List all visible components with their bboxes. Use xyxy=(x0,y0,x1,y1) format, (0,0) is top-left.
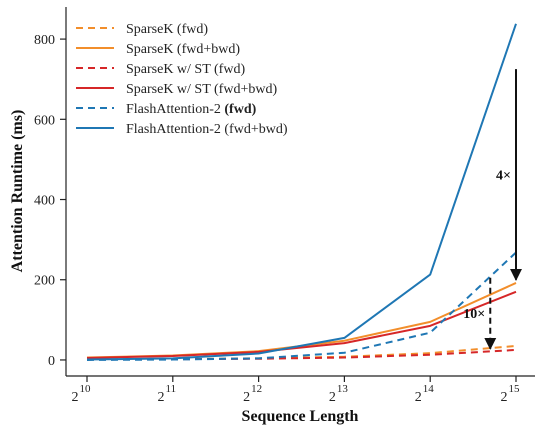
series-line-5 xyxy=(86,251,517,361)
x-axis-title: Sequence Length xyxy=(242,408,359,425)
series-line-6 xyxy=(86,23,517,361)
x-tick-label: 213 xyxy=(329,383,349,405)
annotation-label-1: 4× xyxy=(496,168,511,183)
y-tick-label: 800 xyxy=(34,33,55,48)
legend-label-3: SparseK w/ ST (fwd) xyxy=(126,62,245,77)
y-tick-label: 200 xyxy=(34,274,55,289)
legend-label-5: FlashAttention-2 (fwd) xyxy=(126,102,257,117)
x-tick-label: 214 xyxy=(415,383,435,405)
x-tick-label: 211 xyxy=(158,383,177,405)
y-tick-label: 0 xyxy=(48,354,55,369)
annotation-label-2: 10× xyxy=(463,307,485,322)
legend-label-1: SparseK (fwd) xyxy=(126,22,208,37)
legend: SparseK (fwd) SparseK (fwd+bwd) SparseK w/… xyxy=(76,22,288,137)
y-tick-label: 600 xyxy=(34,113,55,128)
legend-label-4: SparseK w/ ST (fwd+bwd) xyxy=(126,82,277,97)
y-tick-label: 400 xyxy=(34,194,55,209)
y-axis-title: Attention Runtime (ms) xyxy=(9,110,26,273)
legend-label-2: SparseK (fwd+bwd) xyxy=(126,42,240,57)
legend-label-6: FlashAttention-2 (fwd+bwd) xyxy=(126,122,288,137)
x-tick-label: 212 xyxy=(243,383,262,405)
plot-area: 0 200 400 600 800 210 211 212 213 214 215 4× 10× S… xyxy=(34,7,535,405)
series-line-4 xyxy=(86,290,517,359)
series-layer xyxy=(86,23,517,361)
y-ticks: 0 200 400 600 800 xyxy=(34,33,66,369)
x-tick-label: 210 xyxy=(72,383,92,405)
x-ticks: 210 211 212 213 214 215 xyxy=(72,376,521,405)
x-tick-label: 215 xyxy=(501,383,521,405)
annotation-layer: 4× 10× xyxy=(463,69,522,350)
